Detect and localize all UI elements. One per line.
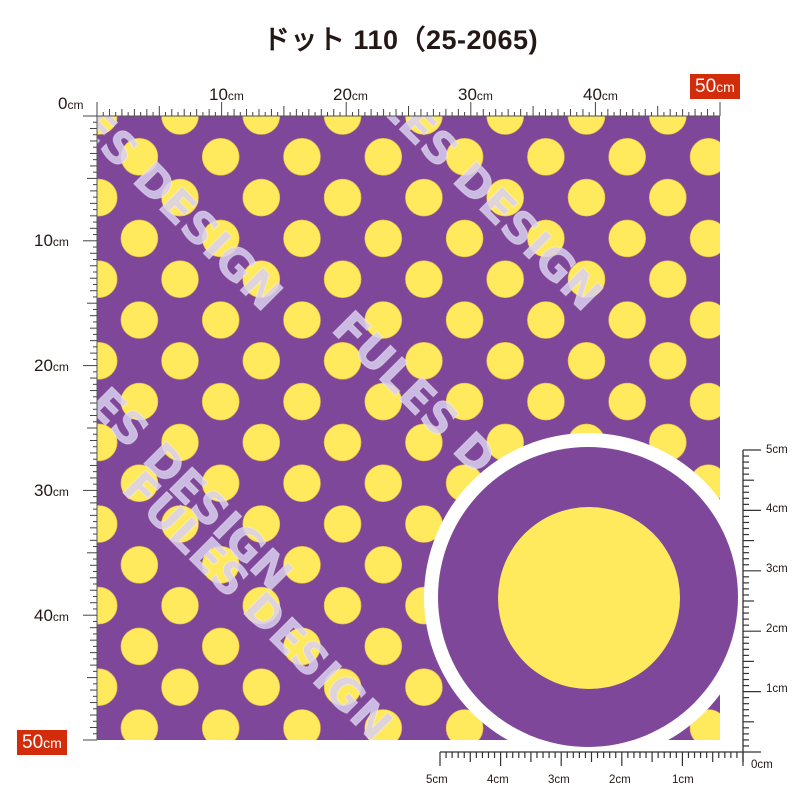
top-ruler (96, 102, 721, 117)
detail-bottom-label-5cm: 5cm (426, 774, 448, 786)
left-ruler-label-30: 30cm (34, 481, 69, 500)
page-title: ドット 110（25-2065) (262, 25, 539, 55)
detail-right-label-1cm: 1cm (766, 683, 788, 695)
left-ruler-label-20: 20cm (34, 356, 69, 375)
top-ruler-label-40: 40cm (583, 85, 618, 104)
top-ruler-label-20: 20cm (333, 85, 368, 104)
detail-right-label-2cm: 2cm (766, 623, 788, 635)
top-ruler-label-10: 10cm (209, 85, 244, 104)
top-ruler-label-0: 0cm (58, 94, 84, 113)
left-ruler (83, 115, 98, 741)
detail-bottom-label-4cm: 4cm (487, 774, 509, 786)
detail-right-label-3cm: 3cm (766, 563, 788, 575)
detail-bottom-label-1cm: 1cm (672, 774, 694, 786)
left-ruler-label-10: 10cm (34, 231, 69, 250)
top-ruler-label-30: 30cm (458, 85, 493, 104)
detail-right-label-0cm: 0cm (751, 759, 773, 771)
detail-bottom-ruler (439, 751, 744, 766)
detail-right-label-4cm: 4cm (766, 503, 788, 515)
detail-right-label-5cm: 5cm (766, 444, 788, 456)
detail-bottom-label-3cm: 3cm (548, 774, 570, 786)
detail-magnifier (424, 433, 752, 761)
detail-right-ruler (742, 449, 761, 762)
left-ruler-label-40: 40cm (34, 606, 69, 625)
left-ruler-end-badge: 50cm (17, 730, 67, 755)
detail-bottom-label-2cm: 2cm (609, 774, 631, 786)
top-ruler-end-badge: 50cm (690, 74, 740, 99)
